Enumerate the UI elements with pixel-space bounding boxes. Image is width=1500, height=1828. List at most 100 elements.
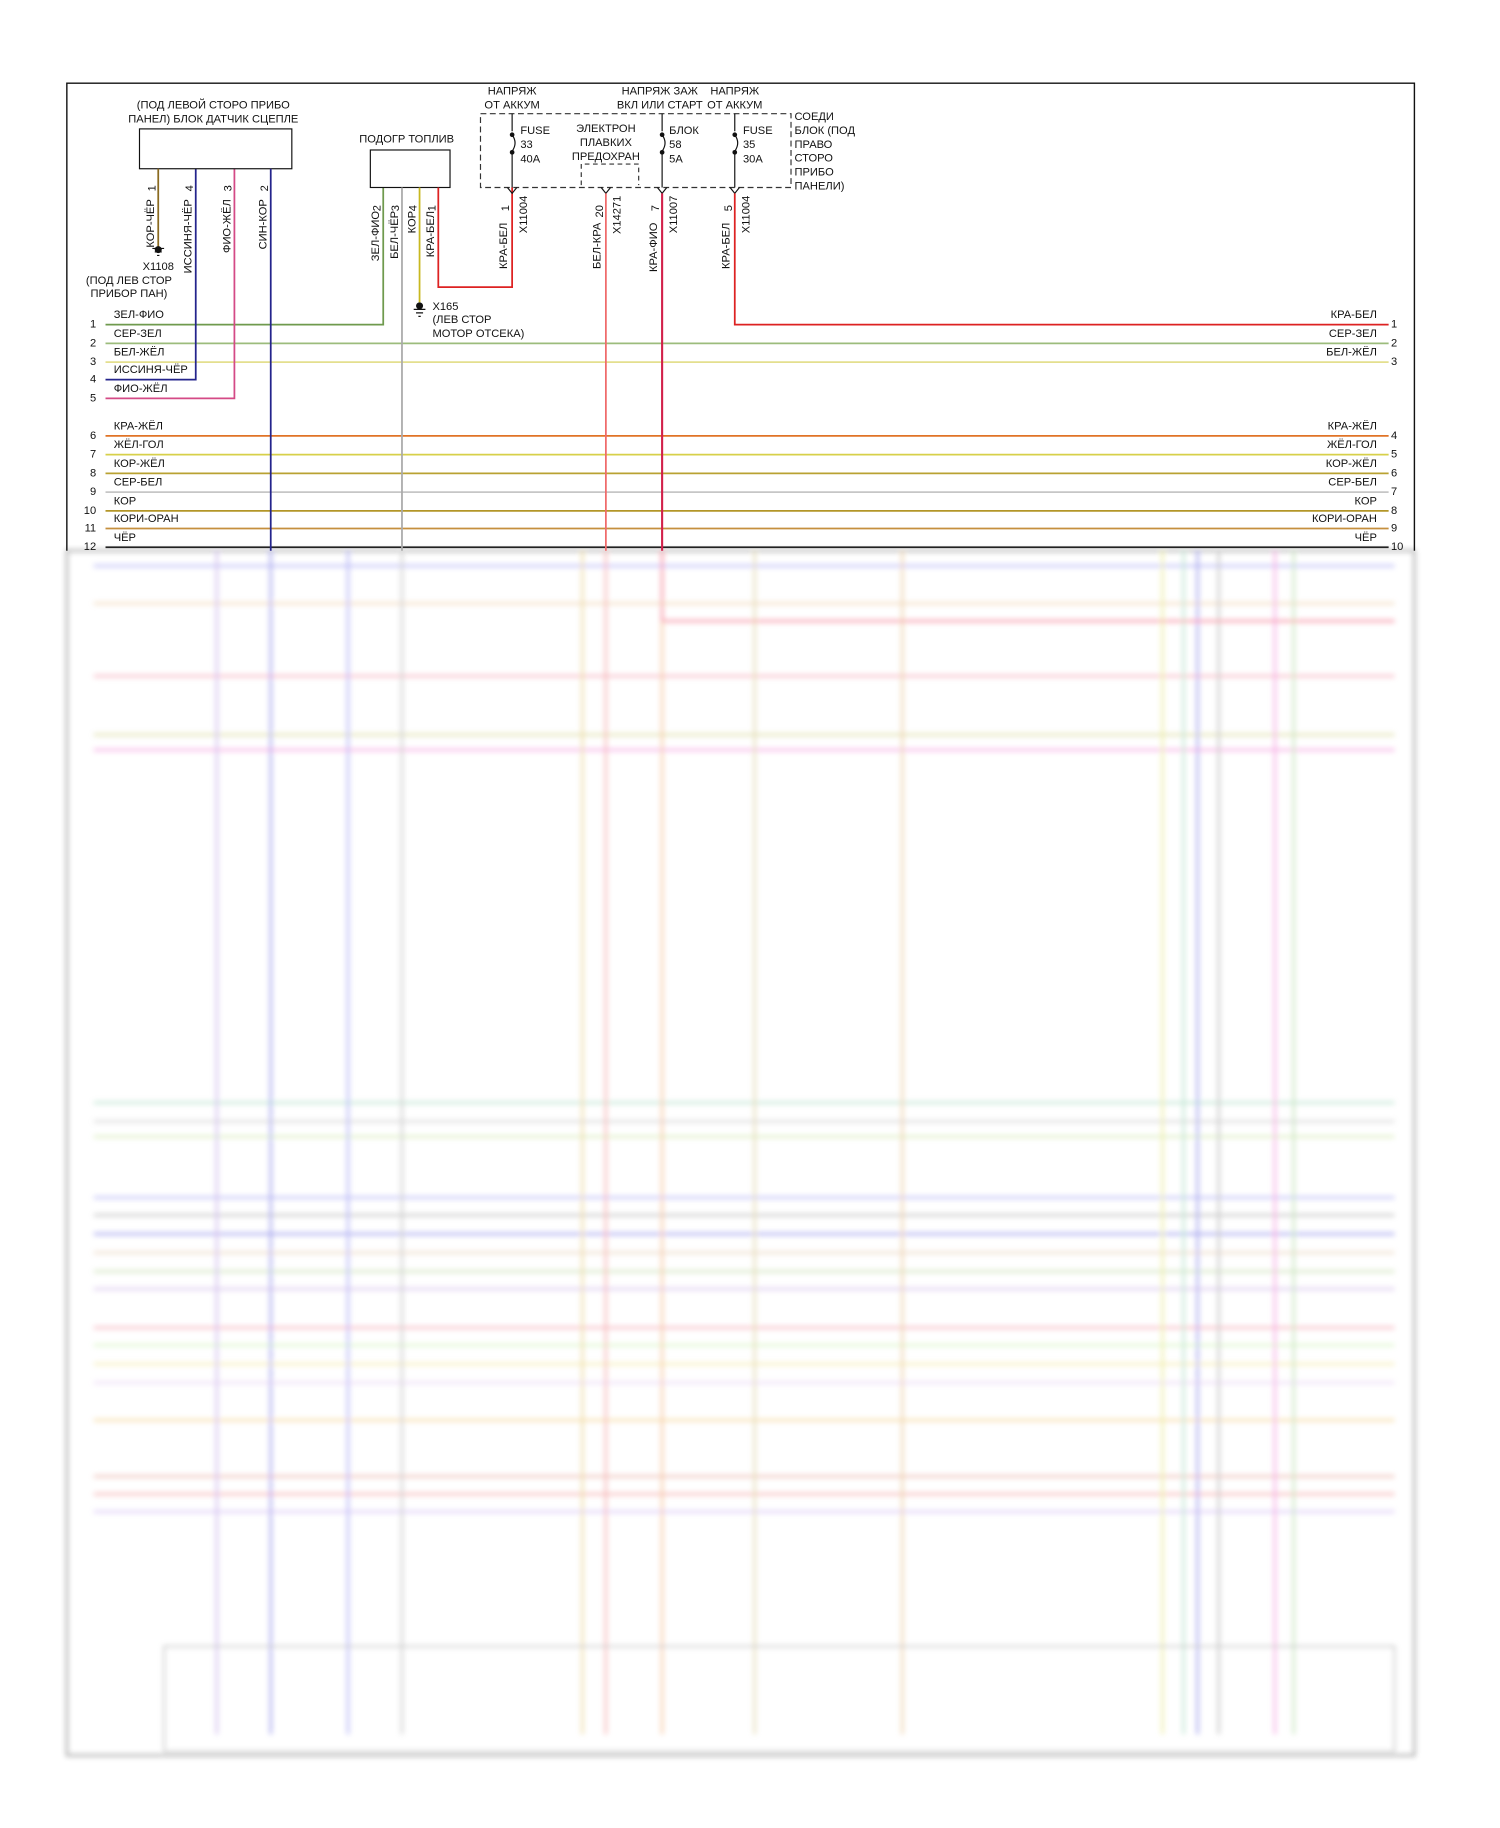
wire bbox=[105, 187, 385, 326]
pin-number: 4 bbox=[408, 205, 420, 211]
pin-number: 5 bbox=[1391, 449, 1397, 461]
wire-label: КОР-ЧЁР bbox=[145, 199, 157, 247]
wire-label: КРА-ФИО bbox=[648, 222, 660, 272]
wire bbox=[105, 168, 197, 381]
wire bbox=[437, 187, 514, 288]
pin-number: 4 bbox=[184, 185, 196, 191]
pin-number: 3 bbox=[222, 185, 234, 191]
fuse-box-label: ПРИБО bbox=[795, 166, 835, 178]
pin-number: 7 bbox=[1391, 486, 1397, 498]
ground-label: (ПОД ЛЕВ СТОР bbox=[86, 275, 172, 287]
wire-label: ФИО-ЖЁЛ bbox=[221, 199, 233, 253]
wire-label: СИН-КОР bbox=[258, 199, 270, 249]
pin-number: 4 bbox=[1391, 430, 1397, 442]
wire-label: КОР-ЖЁЛ bbox=[1326, 458, 1377, 470]
ground-symbol bbox=[413, 308, 426, 317]
pin-number: 7 bbox=[90, 449, 96, 461]
pin-number: 6 bbox=[90, 430, 96, 442]
wire-label: КОР bbox=[114, 495, 136, 507]
fuse-label: ЭЛЕКТРОН bbox=[576, 123, 636, 135]
wire-label: КОР-ЖЁЛ bbox=[114, 458, 165, 470]
pin-number: 2 bbox=[371, 205, 383, 211]
pin-number: 3 bbox=[90, 356, 96, 368]
wire-label: ЗЕЛ-ФИО bbox=[114, 309, 165, 321]
fuse-label: FUSE bbox=[743, 125, 773, 137]
pin-number: 7 bbox=[650, 205, 662, 211]
ground-id: X1108 bbox=[143, 261, 174, 273]
pin-number: 10 bbox=[84, 505, 96, 517]
wire-label: ЗЕЛ-ФИО bbox=[370, 211, 382, 262]
wire-label: БЕЛ-ЖЁЛ bbox=[114, 347, 165, 359]
connector-id: X11004 bbox=[740, 196, 752, 234]
connector-symbol bbox=[506, 187, 518, 195]
pin-number: 11 bbox=[85, 522, 97, 534]
wire-label: ИССИНЯ-ЧЁР bbox=[183, 199, 195, 273]
pin-number: 1 bbox=[146, 185, 158, 191]
component-label: ПОДОГР ТОПЛИВ bbox=[359, 133, 454, 145]
pin-number: 2 bbox=[259, 185, 271, 191]
wire-label: КОРИ-ОРАН bbox=[114, 513, 179, 525]
connector-symbol bbox=[600, 187, 612, 195]
pin-number: 8 bbox=[90, 467, 96, 479]
wire-label: КРА-ЖЁЛ bbox=[114, 420, 163, 432]
connector-id: X11004 bbox=[518, 196, 530, 234]
blurred-frame bbox=[65, 549, 1416, 1757]
connector-id: X11007 bbox=[668, 196, 680, 234]
pin-number: 20 bbox=[594, 205, 606, 217]
wire-label: КРА-ЖЁЛ bbox=[1328, 420, 1377, 432]
pin-number: 2 bbox=[1391, 337, 1397, 349]
ground-id: X165 bbox=[432, 301, 458, 313]
wire bbox=[105, 168, 236, 400]
pin-number: 9 bbox=[90, 486, 96, 498]
fuse-label: 58 bbox=[669, 139, 681, 151]
supply-label: НАПРЯЖ bbox=[488, 85, 538, 97]
fuse-symbol bbox=[511, 134, 516, 152]
fuse-label: ПРЕДОХРАН bbox=[572, 151, 640, 163]
fuse-box-label: БЛОК (ПОД bbox=[795, 125, 856, 137]
ground-label: МОТОР ОТСЕКА) bbox=[432, 328, 524, 340]
wire-label: КОР bbox=[1354, 495, 1376, 507]
pin-number: 5 bbox=[723, 205, 735, 211]
wire-label: БЕЛ-КРА bbox=[592, 222, 604, 269]
pin-number: 3 bbox=[1391, 356, 1397, 368]
pin-number: 10 bbox=[1391, 541, 1403, 553]
connector-id: X14271 bbox=[612, 196, 624, 234]
ground-dot bbox=[416, 302, 424, 310]
fuse-label: FUSE bbox=[520, 125, 550, 137]
wire-label: ЖЁЛ-ГОЛ bbox=[114, 439, 164, 451]
wire-label: КОР bbox=[406, 211, 418, 233]
pin-number: 3 bbox=[390, 205, 402, 211]
wire-label: СЕР-БЕЛ bbox=[1328, 477, 1377, 489]
fuse-label: 30A bbox=[743, 153, 763, 165]
component-box bbox=[369, 149, 451, 189]
wire-label: КРА-БЕЛ bbox=[721, 223, 733, 269]
blurred-wire bbox=[660, 550, 1395, 623]
wire-label: ЖЁЛ-ГОЛ bbox=[1327, 439, 1377, 451]
fuse-label: 33 bbox=[520, 139, 532, 151]
supply-label: НАПРЯЖ ЗАЖ bbox=[622, 85, 699, 97]
component-box bbox=[138, 128, 293, 170]
fuse-box-label: СТОРО bbox=[795, 153, 834, 165]
wire-label: ЧЁР bbox=[114, 532, 136, 544]
connector-symbol bbox=[729, 187, 740, 195]
ground-label: ПРИБОР ПАН) bbox=[90, 288, 167, 300]
wire-label: КРА-БЕЛ bbox=[425, 211, 437, 257]
supply-label: ОТ АККУМ bbox=[484, 99, 539, 111]
blurred-section bbox=[65, 549, 1416, 1757]
frame bbox=[66, 82, 1416, 551]
wire-label: СЕР-БЕЛ bbox=[114, 477, 163, 489]
pin-number: 1 bbox=[500, 205, 512, 211]
fuse-box-label: ПАНЕЛИ) bbox=[795, 180, 845, 192]
fuse-label: БЛОК bbox=[669, 125, 699, 137]
ground-label: (ЛЕВ СТОР bbox=[432, 314, 491, 326]
fuse-label: 5A bbox=[669, 153, 683, 165]
fuse-box bbox=[479, 113, 792, 189]
pin-number: 9 bbox=[1391, 522, 1397, 534]
wire-label: ИССИНЯ-ЧЁР bbox=[114, 364, 188, 376]
wire bbox=[733, 193, 1389, 326]
wire-label: КРА-БЕЛ bbox=[498, 223, 510, 269]
fuse-label: 40A bbox=[520, 153, 540, 165]
pin-number: 12 bbox=[84, 541, 96, 553]
wire-label: КОРИ-ОРАН bbox=[1312, 513, 1377, 525]
